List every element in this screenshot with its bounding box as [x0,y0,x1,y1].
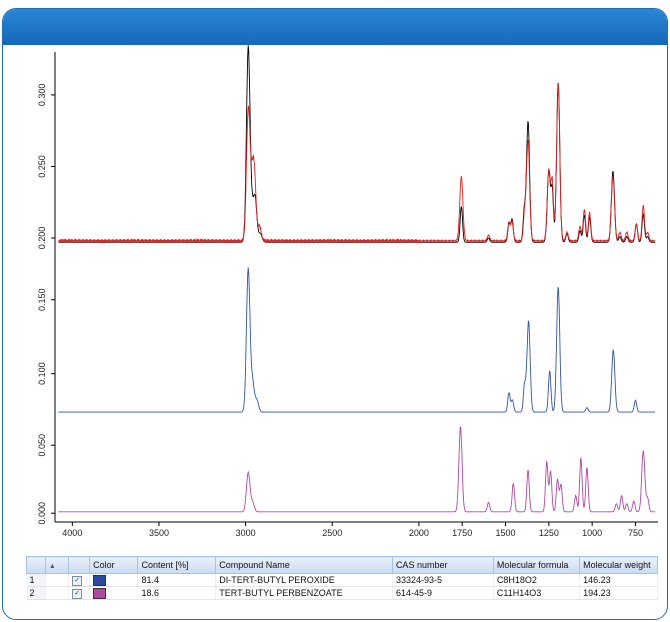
y-tick-label: 0.050 [37,434,47,457]
weight-cell: 194.23 [579,586,658,600]
cas-cell: 614-45-9 [392,586,494,600]
spectrum-line-tert-butyl-perbenzoate-0 [58,426,656,513]
check-header[interactable] [68,556,91,574]
y-tick-label: 0.000 [37,502,47,525]
chart-axes: 4000 3500 3000 2500 2000 1750 1500 1250 1000 750 0… [37,52,658,538]
y-tick-label: 0.100 [37,362,47,385]
weight-header[interactable]: Molecular weight [579,556,658,574]
checkbox-icon[interactable]: ✓ [72,589,83,599]
cas-cell: 33324-93-5 [392,573,494,587]
content-cell: 18.6 [137,586,217,600]
table-row[interactable]: 2 ✓ 18.6 TERT-BUTYL PERBENZOATE 614-45-9… [26,586,658,600]
row-number: 2 [26,586,46,600]
compound-name-cell: DI-TERT-BUTYL PEROXIDE [215,573,393,587]
row-number: 1 [26,573,46,587]
content-header[interactable]: Content [%] [137,556,217,574]
formula-header[interactable]: Molecular formula [492,556,581,574]
y-tick-label: 0.200 [37,227,47,250]
color-cell[interactable] [89,573,139,587]
color-header[interactable]: Color [89,556,139,574]
color-cell[interactable] [89,586,139,600]
row-number-header [26,556,46,574]
content-cell: 81.4 [137,573,217,587]
formula-cell: C11H14O3 [493,586,581,600]
x-tick-label: 750 [628,528,643,538]
x-tick-label: 1250 [539,528,559,538]
y-tick-label: 0.300 [37,84,47,107]
x-tick-label: 2000 [409,528,429,538]
compound-name-header[interactable]: Compound Name [215,556,393,574]
x-tick-label: 1750 [452,528,472,538]
sort-up-icon: ▲ [48,563,56,570]
x-tick-label: 4000 [62,528,82,538]
compound-name-cell: TERT-BUTYL PERBENZOATE [215,586,393,600]
formula-cell: C8H18O2 [493,573,581,587]
y-tick-label: 0.250 [37,155,47,178]
row-spacer [45,573,70,587]
row-checkbox[interactable]: ✓ [68,586,91,600]
weight-cell: 146.23 [579,573,658,587]
compound-table: ▲ Color Content [%] Compound Name CAS nu… [26,556,658,600]
x-tick-label: 1000 [582,528,602,538]
color-swatch[interactable] [93,574,107,586]
checkbox-icon[interactable]: ✓ [72,576,83,586]
spectrum-line-di-tert-butyl-peroxide-0 [58,267,656,413]
spectrum-line-mixture-0 [58,45,656,243]
chart-traces [58,45,656,513]
row-checkbox[interactable]: ✓ [68,573,91,587]
x-tick-label: 3000 [236,528,256,538]
title-bar [3,9,667,45]
row-spacer [45,586,70,600]
cas-header[interactable]: CAS number [391,556,494,574]
y-tick-label: 0.150 [37,288,47,311]
color-swatch[interactable] [93,587,107,599]
x-tick-label: 2500 [322,528,342,538]
x-tick-label: 1500 [496,528,516,538]
x-tick-label: 3500 [149,528,169,538]
table-row[interactable]: 1 ✓ 81.4 DI-TERT-BUTYL PEROXIDE 33324-93… [26,573,658,587]
spectrum-chart: 4000 3500 3000 2500 2000 1750 1500 1250 1000 750 0… [37,45,658,538]
sort-header[interactable]: ▲ [44,556,70,574]
table-header-row: ▲ Color Content [%] Compound Name CAS nu… [26,556,658,574]
spectrum-line-mixture-1 [58,84,656,244]
